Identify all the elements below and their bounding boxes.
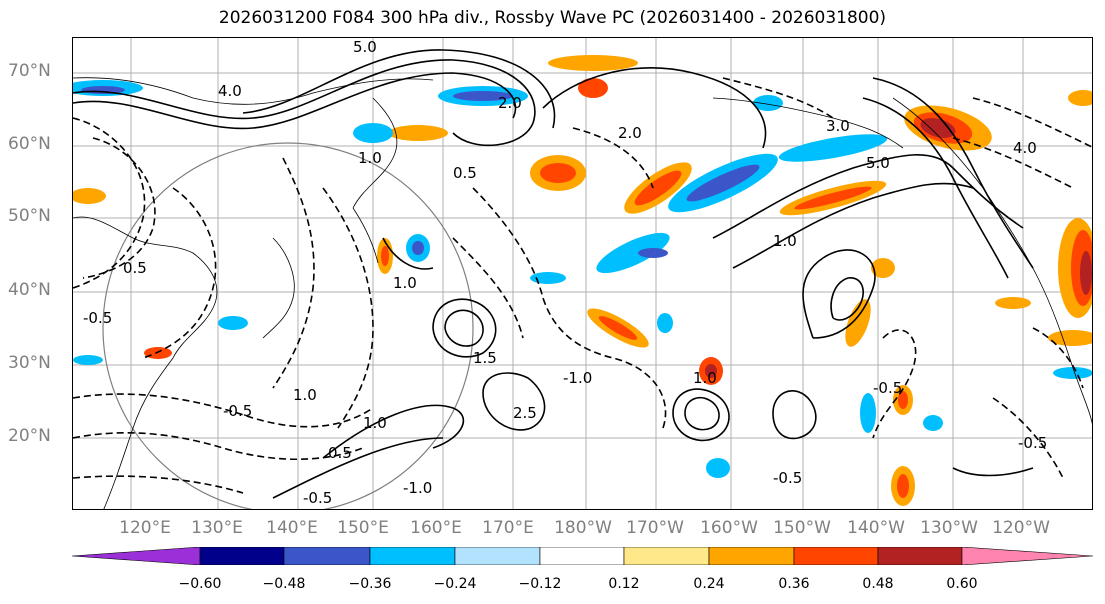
lat-label: 70°N xyxy=(8,61,51,81)
great-circle xyxy=(102,142,474,509)
contour-label: 2.0 xyxy=(618,124,642,142)
colorbar-segment xyxy=(539,547,625,565)
colorbar-segment xyxy=(283,547,371,565)
contour-label: 1.0 xyxy=(358,149,382,167)
contour-label: -0.5 xyxy=(303,489,332,507)
contour-label: 2.5 xyxy=(513,404,537,422)
lon-label: 170°W xyxy=(626,518,684,538)
contour-label: 4.0 xyxy=(218,82,242,100)
contour-label: 2.0 xyxy=(498,94,522,112)
contour-label: -0.5 xyxy=(873,379,902,397)
lon-label: 150°W xyxy=(773,518,831,538)
contour-label: 5.0 xyxy=(353,38,377,56)
positive-contours xyxy=(73,49,1034,499)
lon-label: 140°W xyxy=(847,518,905,538)
colorbar-tick: −0.12 xyxy=(518,576,562,592)
colorbar-segment xyxy=(961,547,1093,565)
contour-label: 0.5 xyxy=(328,444,352,462)
map-panel: 5.0 4.0 3.0 2.0 1.0 0.5 1.0 2.0 5.0 4.0 … xyxy=(72,37,1093,510)
lat-label: 50°N xyxy=(8,206,51,226)
lon-label: 150°E xyxy=(337,518,389,538)
contour-label: -0.5 xyxy=(773,469,802,487)
colorbar-segment xyxy=(708,547,795,565)
colorbar-tick: 0.48 xyxy=(862,576,894,592)
contour-label: 1.0 xyxy=(293,386,317,404)
lon-label: 130°E xyxy=(191,518,243,538)
colorbar-tick: −0.48 xyxy=(262,576,306,592)
divergence-fill xyxy=(73,55,1092,506)
contour-label: 1.0 xyxy=(693,369,717,387)
contour-label: 4.0 xyxy=(1013,139,1037,157)
colorbar-segment xyxy=(877,547,963,565)
contour-label: 0.5 xyxy=(453,164,477,182)
colorbar-tick: 0.24 xyxy=(693,576,725,592)
colorbar-tick: 0.36 xyxy=(778,576,810,592)
lon-label: 120°W xyxy=(992,518,1050,538)
colorbar-tick: −0.24 xyxy=(433,576,477,592)
colorbar-tick: −0.60 xyxy=(178,576,222,592)
colorbar-tick: −0.36 xyxy=(348,576,392,592)
contour-labels: 5.0 4.0 3.0 2.0 1.0 0.5 1.0 2.0 5.0 4.0 … xyxy=(83,38,1047,507)
lat-label: 40°N xyxy=(8,280,51,300)
contour-label: -1.0 xyxy=(563,369,592,387)
contour-label: 1.0 xyxy=(363,414,387,432)
lon-label: 160°W xyxy=(700,518,758,538)
lat-label: 20°N xyxy=(8,426,51,446)
contour-label: -0.5 xyxy=(83,309,112,327)
contour-label: 1.0 xyxy=(773,232,797,250)
colorbar-segment xyxy=(454,547,541,565)
colorbar-tick: 0.12 xyxy=(608,576,640,592)
contour-label: -0.5 xyxy=(1018,434,1047,452)
contour-label: -0.5 xyxy=(223,402,252,420)
lon-label: 130°W xyxy=(920,518,978,538)
colorbar-tick: 0.60 xyxy=(946,576,978,592)
lat-label: 60°N xyxy=(8,134,51,154)
lon-label: 170°E xyxy=(482,518,534,538)
lat-label: 30°N xyxy=(8,353,51,373)
negative-contours xyxy=(73,77,1092,494)
contour-label: 1.0 xyxy=(393,274,417,292)
colorbar-segment xyxy=(72,547,201,565)
colorbar-segment xyxy=(623,547,710,565)
lon-label: 140°E xyxy=(266,518,318,538)
colorbar-segment xyxy=(369,547,456,565)
colorbar-segment xyxy=(793,547,879,565)
lon-label: 120°E xyxy=(119,518,171,538)
contour-label: -1.0 xyxy=(403,479,432,497)
lon-label: 180°W xyxy=(554,518,612,538)
contour-label: 5.0 xyxy=(866,154,890,172)
map-title: 2026031200 F084 300 hPa div., Rossby Wav… xyxy=(218,8,887,28)
colorbar xyxy=(72,547,1093,565)
lon-label: 160°E xyxy=(410,518,462,538)
map-canvas: 5.0 4.0 3.0 2.0 1.0 0.5 1.0 2.0 5.0 4.0 … xyxy=(73,38,1092,509)
coastlines xyxy=(73,77,1092,509)
contour-label: 1.5 xyxy=(473,349,497,367)
contour-label: 3.0 xyxy=(826,117,850,135)
colorbar-segment xyxy=(199,547,285,565)
contour-label: 0.5 xyxy=(123,259,147,277)
